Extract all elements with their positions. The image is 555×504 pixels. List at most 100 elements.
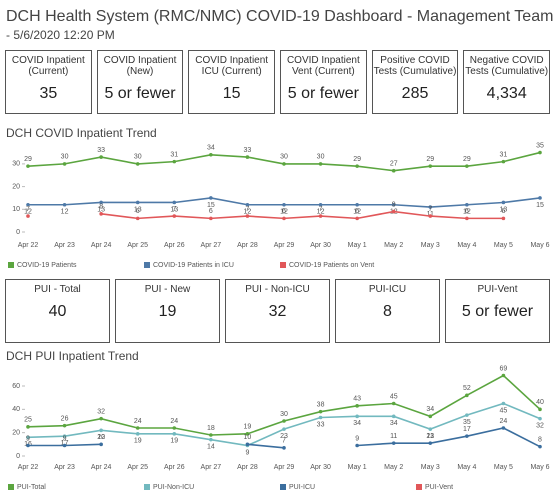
data-label: 52: [463, 385, 471, 392]
chart-title: DCH COVID Inpatient Trend: [6, 126, 157, 140]
point: [62, 202, 67, 207]
x-tick-label: May 2: [384, 464, 403, 471]
point: [501, 216, 506, 221]
point: [282, 446, 286, 450]
kpi-label: Negative COVID Tests (Cumulative): [465, 55, 549, 77]
data-label: 30: [280, 411, 288, 418]
kpi-value: 285: [401, 85, 429, 102]
point: [209, 433, 213, 437]
kpi-card: Negative COVID Tests (Cumulative) 4,334: [463, 50, 551, 114]
y-tick-label: 0: [16, 229, 20, 236]
point: [26, 214, 30, 218]
y-tick-label: 40: [12, 406, 20, 413]
point: [245, 202, 250, 207]
kpi-card: PUI - New 19: [115, 279, 220, 343]
data-label: 29: [463, 156, 471, 163]
point: [465, 413, 469, 417]
data-label: 69: [500, 365, 508, 372]
point: [428, 427, 433, 431]
x-tick-label: May 6: [530, 464, 549, 471]
data-label: 34: [426, 406, 434, 413]
point: [209, 216, 213, 221]
x-tick-label: Apr 30: [310, 242, 331, 249]
data-label: 19: [170, 438, 178, 445]
point: [62, 434, 67, 438]
x-tick-label: Apr 24: [91, 242, 112, 249]
x-tick-label: May 5: [494, 464, 513, 471]
point: [26, 425, 30, 429]
point: [355, 164, 359, 168]
point: [501, 373, 506, 378]
point: [428, 414, 433, 419]
data-label: 9: [245, 449, 249, 456]
data-label: 23: [426, 433, 434, 440]
data-label: 19: [244, 424, 252, 431]
legend-swatch: [144, 262, 150, 268]
point: [282, 162, 286, 166]
kpi-value: 8: [383, 303, 392, 320]
data-label: 31: [170, 151, 178, 158]
data-label: 7: [282, 438, 286, 445]
point: [428, 441, 433, 445]
point: [282, 419, 286, 423]
x-tick-label: May 4: [457, 464, 476, 471]
point: [99, 200, 103, 205]
y-tick-label: 60: [12, 383, 20, 390]
x-tick-label: Apr 30: [310, 464, 331, 471]
x-tick-label: Apr 27: [201, 242, 222, 249]
kpi-value: 19: [158, 303, 177, 320]
data-label: 43: [353, 396, 361, 403]
data-label: 31: [500, 151, 508, 158]
data-label: 35: [536, 142, 544, 149]
data-label: 10: [97, 434, 105, 441]
point: [318, 214, 323, 218]
point: [209, 153, 213, 157]
point: [501, 159, 506, 164]
data-label: 8: [99, 204, 103, 211]
data-label: 29: [426, 156, 434, 163]
data-label: 7: [26, 206, 30, 213]
point: [172, 159, 177, 164]
data-label: 6: [465, 208, 469, 215]
data-label: 10: [244, 434, 252, 441]
point: [391, 401, 396, 406]
subtitle: - 5/6/2020 12:20 PM: [6, 28, 115, 42]
chart-title: DCH PUI Inpatient Trend: [6, 349, 139, 363]
kpi-label: Positive COVID Tests (Cumulative): [373, 55, 457, 77]
y-tick-label: 30: [12, 161, 20, 168]
data-label: 18: [207, 425, 215, 432]
point: [62, 423, 67, 428]
x-tick-label: Apr 22: [18, 464, 39, 471]
kpi-label: PUI-Vent: [477, 284, 518, 295]
point: [26, 202, 30, 207]
point: [538, 150, 542, 155]
data-label: 9: [355, 435, 359, 442]
point: [99, 155, 103, 159]
point: [355, 443, 359, 448]
x-tick-label: Apr 26: [164, 242, 185, 249]
legend-swatch: [8, 484, 14, 490]
data-label: 12: [24, 209, 32, 216]
kpi-card: COVID Inpatient (Current) 35: [5, 50, 92, 114]
legend-swatch: [280, 484, 286, 490]
x-tick-label: Apr 25: [127, 464, 148, 471]
kpi-value: 4,334: [486, 85, 527, 102]
kpi-card: PUI-ICU 8: [335, 279, 440, 343]
point: [538, 196, 542, 200]
kpi-value: 32: [268, 303, 287, 320]
x-tick-label: May 1: [348, 242, 367, 249]
x-tick-label: Apr 29: [274, 242, 295, 249]
series-line: [101, 210, 504, 220]
point: [355, 216, 359, 221]
data-label: 6: [501, 208, 505, 215]
data-label: 29: [24, 156, 32, 163]
kpi-card: COVID Inpatient (New) 5 or fewer: [96, 50, 184, 114]
data-label: 12: [353, 209, 361, 216]
chart: 0 20 40 60 Apr 22 Apr 23 Apr 24 Apr 25 Apr 26 Apr…: [8, 365, 550, 491]
data-label: 23: [280, 433, 288, 440]
data-label: 45: [390, 393, 398, 400]
point: [245, 442, 250, 447]
data-label: 11: [390, 433, 397, 440]
y-tick-label: 0: [16, 453, 20, 460]
